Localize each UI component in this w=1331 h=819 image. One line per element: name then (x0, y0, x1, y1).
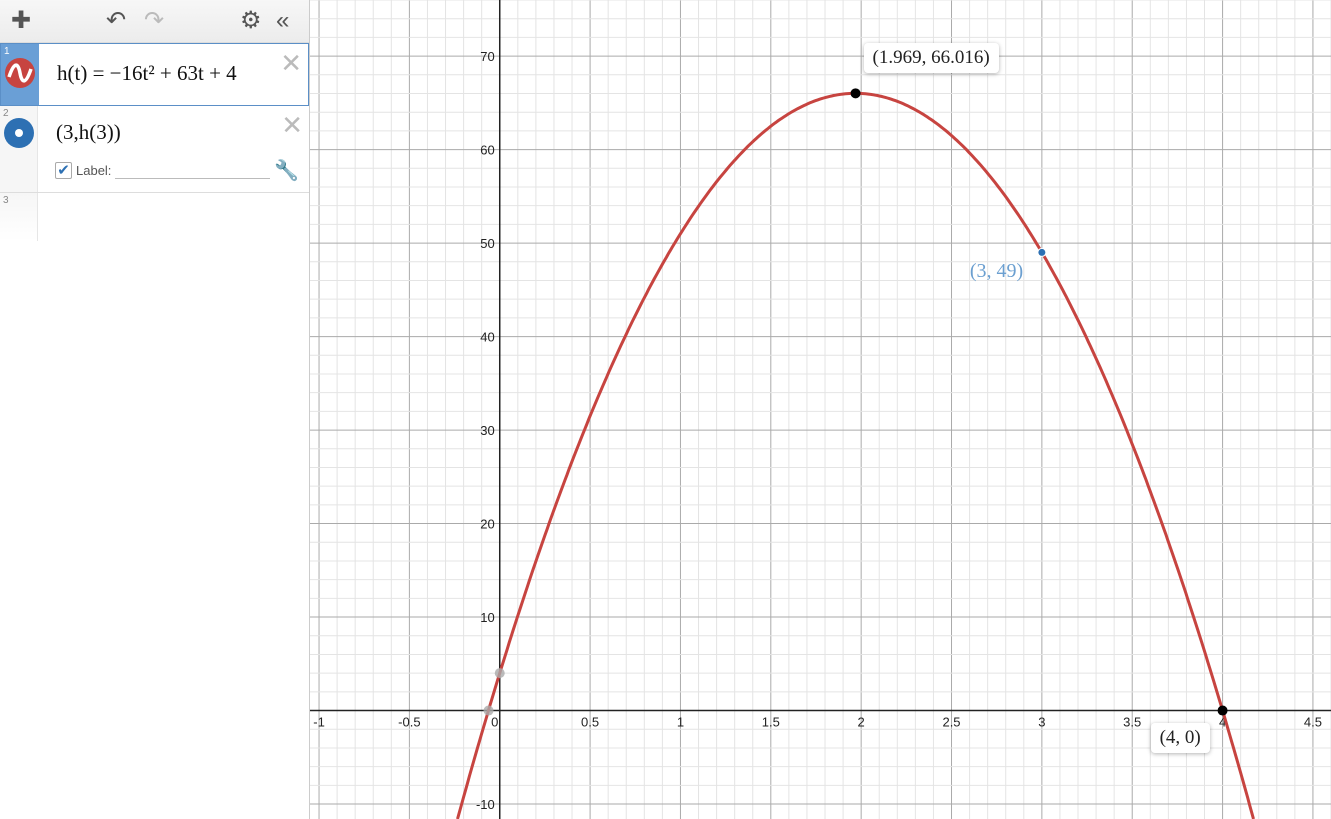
y-tick-label: 10 (480, 610, 494, 625)
expression-3[interactable]: 3 (0, 193, 309, 241)
expression-1[interactable]: 1 h(t) = −16t² + 63t + 4 ✕ (0, 43, 309, 106)
y-tick-label: -10 (476, 797, 495, 812)
point-label: (4, 0) (1150, 722, 1210, 753)
y-tick-label: 50 (480, 236, 494, 251)
y-tick-label: 70 (480, 49, 494, 64)
sine-wave-icon[interactable] (5, 58, 35, 88)
y-tick-label: 60 (480, 143, 494, 158)
expression-gutter: 1 (1, 44, 39, 105)
gear-icon[interactable]: ⚙ (240, 7, 262, 34)
expression-text[interactable]: h(t) = −16t² + 63t + 4 (57, 61, 237, 85)
expression-gutter: 2 (0, 106, 38, 192)
point-icon[interactable] (4, 118, 34, 148)
expression-index: 2 (3, 108, 9, 119)
y-tick-label: 30 (480, 423, 494, 438)
x-tick-label: 0.5 (581, 715, 599, 730)
close-icon[interactable]: ✕ (281, 110, 303, 140)
close-icon[interactable]: ✕ (280, 48, 302, 78)
y-intercept-point (494, 668, 505, 679)
x-tick-label: 2 (858, 715, 865, 730)
x-tick-label: 2.5 (942, 715, 960, 730)
x-tick-label: 1.5 (762, 715, 780, 730)
label-input[interactable] (115, 161, 271, 179)
point-label: (3, 49) (969, 260, 1024, 283)
y-tick-label: 40 (480, 330, 494, 345)
toolbar: ✚ ↶ ↷ ⚙ « (0, 0, 309, 43)
x-tick-label: 3 (1038, 715, 1045, 730)
point-label: (1.969, 66.016) (863, 43, 999, 74)
x-tick-label: 4 (1219, 715, 1226, 730)
expression-gutter: 3 (0, 193, 38, 241)
x-tick-label: 4.5 (1304, 715, 1322, 730)
double-chevron-left-icon[interactable]: « (276, 7, 290, 34)
x-tick-label: 0 (491, 715, 498, 730)
expression-text[interactable]: (3,h(3)) (56, 120, 121, 144)
expression-index: 3 (3, 195, 9, 206)
root-point (483, 705, 494, 716)
maximum-point (850, 88, 861, 99)
x-tick-label: 3.5 (1123, 715, 1141, 730)
root-point (1217, 705, 1228, 716)
undo-icon[interactable]: ↶ (106, 7, 127, 34)
x-tick-label: -0.5 (398, 715, 420, 730)
plus-icon[interactable]: ✚ (11, 7, 32, 34)
label-caption: Label: (76, 162, 112, 178)
wrench-icon[interactable]: 🔧 (274, 160, 299, 182)
redo-icon[interactable]: ↷ (144, 7, 165, 34)
x-tick-label: -1 (313, 715, 325, 730)
expression-2[interactable]: 2 (3,h(3)) ✕ ✔ Label: 🔧 (0, 106, 309, 193)
graph-canvas[interactable]: -1 -0.5 0 0.5 1 1.5 2 2.5 3 3.5 4 4.5 -10 10 20 30 40 50 6… (310, 0, 1331, 819)
user-point-point (1037, 247, 1047, 257)
y-tick-label: 20 (480, 517, 494, 532)
expression-panel: ✚ ↶ ↷ ⚙ « 1 h(t) = −16t² + 63t + 4 ✕ 2 (… (0, 0, 310, 819)
x-tick-label: 1 (677, 715, 684, 730)
label-checkbox[interactable]: ✔ (55, 161, 72, 179)
expression-index: 1 (4, 46, 10, 57)
